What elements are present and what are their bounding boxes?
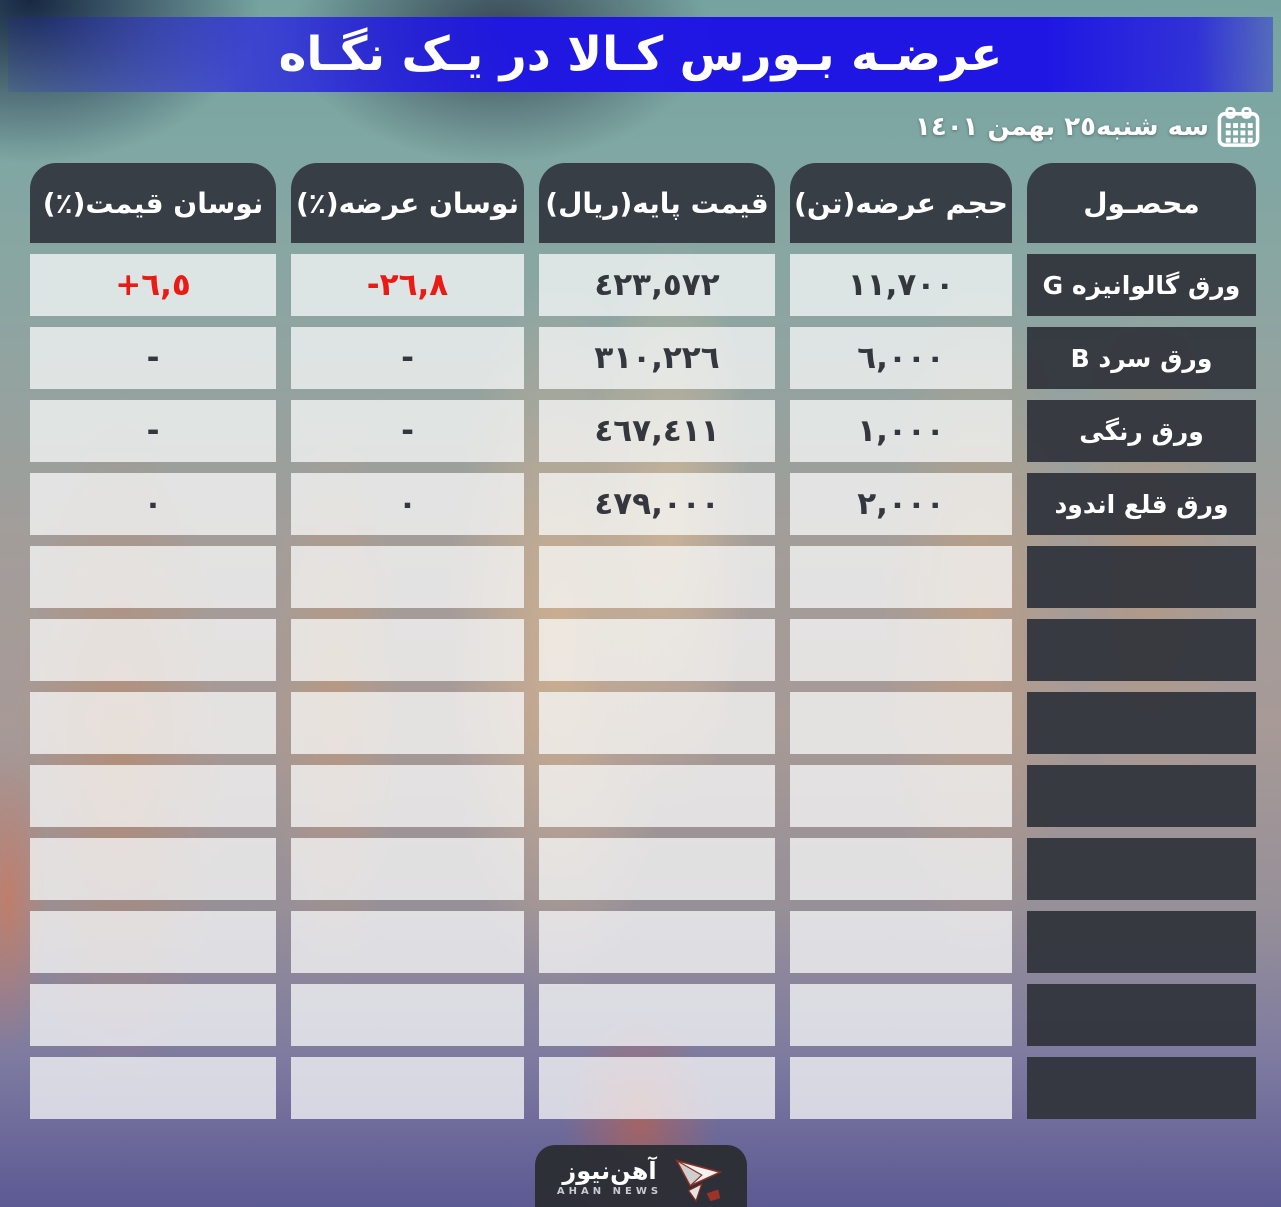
empty-supply-change-cell: [291, 765, 524, 827]
empty-price-change-cell: [30, 619, 276, 681]
empty-product-cell: [1027, 619, 1256, 681]
empty-volume-cell: [790, 1057, 1012, 1119]
empty-product-cell: [1027, 911, 1256, 973]
volume-cell-value: ١,٠٠٠: [857, 413, 945, 449]
volume-cell: ٦,٠٠٠: [790, 327, 1012, 389]
volume-cell: ١١,٧٠٠: [790, 254, 1012, 316]
empty-base-price-cell: [539, 619, 775, 681]
price-change-cell-value: ٠: [143, 486, 163, 522]
empty-base-price-cell: [539, 984, 775, 1046]
empty-volume-cell: [790, 546, 1012, 608]
empty-supply-change-cell: [291, 911, 524, 973]
supply-change-cell-value: ٠: [398, 486, 417, 522]
base-price-cell: ٤٢٣,٥٧٢: [539, 254, 775, 316]
empty-price-change-cell: [30, 838, 276, 900]
volume-cell-value: ٢,٠٠٠: [857, 486, 945, 522]
price-change-cell-value: -: [146, 340, 160, 376]
volume-cell: ١,٠٠٠: [790, 400, 1012, 462]
empty-price-change-cell: [30, 1057, 276, 1119]
empty-price-change-cell: [30, 765, 276, 827]
product-cell: ورق سرد B: [1027, 327, 1256, 389]
empty-price-change-cell: [30, 911, 276, 973]
empty-base-price-cell: [539, 546, 775, 608]
date-row: سه شنبه٢٥ بهمن ١٤٠١: [915, 102, 1261, 152]
volume-cell-value: ٦,٠٠٠: [857, 340, 945, 376]
empty-base-price-cell: [539, 692, 775, 754]
price-change-cell-value: -: [146, 413, 160, 449]
price-change-cell: -: [30, 400, 276, 462]
empty-supply-change-cell: [291, 619, 524, 681]
empty-price-change-cell: [30, 984, 276, 1046]
product-cell-value: ورق سرد B: [1070, 343, 1213, 373]
header-supply-change: نوسان عرضه(٪): [291, 163, 524, 243]
empty-supply-change-cell: [291, 984, 524, 1046]
base-price-cell-value: ٤٢٣,٥٧٢: [594, 267, 720, 303]
base-price-cell-value: ٣١٠,٢٢٦: [594, 340, 720, 376]
supply-change-cell: ٠: [291, 473, 524, 535]
empty-supply-change-cell: [291, 546, 524, 608]
empty-base-price-cell: [539, 1057, 775, 1119]
empty-base-price-cell: [539, 838, 775, 900]
empty-product-cell: [1027, 765, 1256, 827]
base-price-cell: ٣١٠,٢٢٦: [539, 327, 775, 389]
empty-supply-change-cell: [291, 838, 524, 900]
empty-volume-cell: [790, 838, 1012, 900]
price-change-cell: +٦,٥: [30, 254, 276, 316]
empty-product-cell: [1027, 546, 1256, 608]
date-label: سه شنبه٢٥ بهمن ١٤٠١: [914, 112, 1209, 142]
base-price-cell: ٤٦٧,٤١١: [539, 400, 775, 462]
supply-change-cell: -: [291, 400, 524, 462]
empty-product-cell: [1027, 838, 1256, 900]
logo-title-fa: آهن‌نیوز: [562, 1156, 657, 1185]
empty-volume-cell: [790, 911, 1012, 973]
price-change-cell: ٠: [30, 473, 276, 535]
title-banner: عرضـه بـورس کـالا در یـک نگـاه: [8, 17, 1273, 92]
supply-change-cell-value: -٢٦,٨: [366, 267, 449, 303]
empty-product-cell: [1027, 1057, 1256, 1119]
volume-cell: ٢,٠٠٠: [790, 473, 1012, 535]
empty-supply-change-cell: [291, 1057, 524, 1119]
empty-volume-cell: [790, 765, 1012, 827]
calendar-icon: [1217, 106, 1260, 147]
header-base-price: قیمت پایه(ریال): [539, 163, 775, 243]
logo-text-block: آهن‌نیوز AHAN NEWS: [556, 1156, 663, 1198]
empty-base-price-cell: [539, 765, 775, 827]
logo-title-en: AHAN NEWS: [556, 1186, 663, 1198]
price-change-cell: -: [30, 327, 276, 389]
empty-supply-change-cell: [291, 692, 524, 754]
price-change-cell-value: +٦,٥: [115, 267, 191, 303]
supply-change-cell: -: [291, 327, 524, 389]
supply-change-cell-value: -: [401, 413, 414, 449]
base-price-cell: ٤٧٩,٠٠٠: [539, 473, 775, 535]
empty-product-cell: [1027, 692, 1256, 754]
header-price-change: نوسان قیمت(٪): [30, 163, 276, 243]
supply-change-cell: -٢٦,٨: [291, 254, 524, 316]
empty-price-change-cell: [30, 692, 276, 754]
ahan-news-logo: آهن‌نیوز AHAN NEWS: [534, 1145, 747, 1207]
paper-plane-icon: [675, 1159, 723, 1203]
volume-cell-value: ١١,٧٠٠: [847, 267, 955, 303]
product-cell-value: ورق قلع اندود: [1054, 489, 1229, 519]
empty-price-change-cell: [30, 546, 276, 608]
product-cell-value: ورق گالوانیزه G: [1042, 270, 1241, 300]
header-product: محصـول: [1027, 163, 1256, 243]
empty-product-cell: [1027, 984, 1256, 1046]
empty-volume-cell: [790, 984, 1012, 1046]
page-title: عرضـه بـورس کـالا در یـک نگـاه: [278, 27, 1003, 82]
base-price-cell-value: ٤٧٩,٠٠٠: [594, 486, 720, 522]
base-price-cell-value: ٤٦٧,٤١١: [594, 413, 720, 449]
empty-volume-cell: [790, 619, 1012, 681]
product-cell: ورق گالوانیزه G: [1027, 254, 1256, 316]
empty-base-price-cell: [539, 911, 775, 973]
product-cell: ورق قلع اندود: [1027, 473, 1256, 535]
supply-change-cell-value: -: [401, 340, 414, 376]
empty-volume-cell: [790, 692, 1012, 754]
offers-table: محصـول حجم عرضه(تن) قیمت پایه(ریال) نوسا…: [30, 163, 1256, 1119]
product-cell: ورق رنگی: [1027, 400, 1256, 462]
product-cell-value: ورق رنگی: [1079, 416, 1204, 446]
header-volume: حجم عرضه(تن): [790, 163, 1012, 243]
